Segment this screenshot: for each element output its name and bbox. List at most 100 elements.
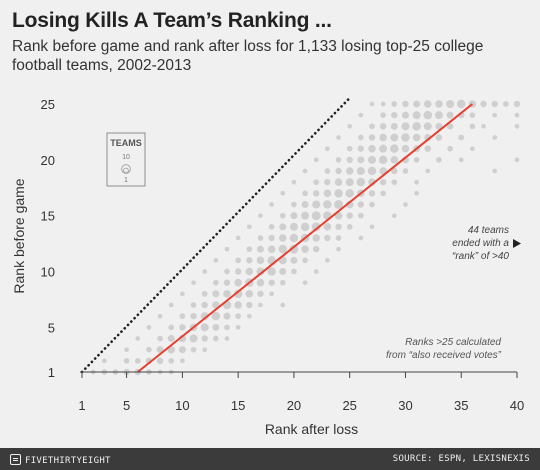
data-point xyxy=(189,334,198,343)
data-point xyxy=(190,346,197,353)
data-point xyxy=(357,156,365,164)
data-point xyxy=(213,279,219,286)
data-point xyxy=(213,335,219,342)
data-point xyxy=(180,358,185,364)
data-point xyxy=(435,100,443,108)
data-point xyxy=(345,189,354,198)
data-point xyxy=(302,168,308,174)
y-axis-label: Rank before game xyxy=(11,178,27,293)
data-point xyxy=(413,100,421,108)
data-point xyxy=(470,146,475,152)
y-tick-label: 25 xyxy=(41,97,55,112)
data-point xyxy=(301,245,309,253)
data-point xyxy=(380,101,386,107)
data-point xyxy=(401,133,410,142)
data-point xyxy=(278,234,287,242)
data-point xyxy=(179,324,186,331)
data-point xyxy=(324,234,331,242)
data-point xyxy=(446,111,454,119)
data-point xyxy=(492,112,498,118)
data-point xyxy=(156,346,164,354)
x-tick-label: 5 xyxy=(123,398,130,413)
data-point xyxy=(301,201,309,208)
data-point xyxy=(402,168,409,174)
data-point xyxy=(446,99,455,109)
data-point xyxy=(190,312,197,320)
data-point xyxy=(312,234,321,242)
data-point xyxy=(423,122,432,131)
data-point xyxy=(325,257,330,263)
data-point xyxy=(403,202,408,207)
data-point xyxy=(412,133,421,142)
data-point xyxy=(257,290,264,298)
data-point xyxy=(369,101,375,107)
data-point xyxy=(346,224,353,230)
data-point xyxy=(379,178,387,186)
y-tick-label: 20 xyxy=(41,153,55,168)
x-tick-label: 35 xyxy=(454,398,468,413)
data-point xyxy=(325,146,330,152)
data-point xyxy=(268,279,275,286)
data-point xyxy=(368,144,376,153)
data-point xyxy=(291,268,297,275)
data-point xyxy=(245,290,254,298)
data-point xyxy=(367,166,377,176)
data-point xyxy=(345,178,354,187)
data-point xyxy=(224,324,230,331)
data-point xyxy=(279,212,286,219)
right-arrow-icon xyxy=(513,239,521,248)
legend-title: TEAMS xyxy=(110,138,142,148)
data-point xyxy=(211,311,221,321)
data-point xyxy=(146,324,152,330)
data-point xyxy=(391,111,398,119)
data-point xyxy=(481,123,486,129)
data-point xyxy=(469,123,476,130)
data-point xyxy=(391,101,398,107)
data-point xyxy=(258,213,263,219)
data-point xyxy=(157,313,163,319)
bubble-layer xyxy=(90,99,521,376)
data-point xyxy=(469,112,476,118)
data-point xyxy=(346,145,353,152)
data-point xyxy=(390,122,398,130)
data-point xyxy=(356,166,365,176)
data-point xyxy=(491,100,498,108)
data-point xyxy=(235,235,241,241)
equality-diagonal-line xyxy=(80,96,351,374)
legend-value-small: 1 xyxy=(124,177,128,184)
data-point xyxy=(446,123,454,130)
data-point xyxy=(413,157,420,163)
data-point xyxy=(256,278,265,287)
data-point xyxy=(246,257,253,264)
data-point xyxy=(267,245,276,253)
data-point xyxy=(235,324,241,330)
data-point xyxy=(233,289,243,299)
data-point xyxy=(335,223,342,231)
data-point xyxy=(313,245,320,253)
data-point xyxy=(256,267,265,276)
data-point xyxy=(234,301,242,309)
data-point xyxy=(435,134,443,141)
x-tick-label: 10 xyxy=(175,398,189,413)
data-point xyxy=(414,179,419,185)
data-point xyxy=(123,358,130,364)
also-received-votes-annotation: Ranks >25 calculated from “also received… xyxy=(386,337,502,361)
data-point xyxy=(514,123,520,129)
offchart-annotation-line: ended with a xyxy=(452,238,509,249)
data-point xyxy=(212,323,220,331)
data-point xyxy=(480,100,487,108)
data-point xyxy=(423,100,432,108)
data-point xyxy=(423,110,433,120)
data-point xyxy=(367,155,377,164)
data-point xyxy=(358,134,364,141)
data-point xyxy=(313,269,319,274)
data-point xyxy=(357,201,365,208)
x-tick-label: 20 xyxy=(287,398,301,413)
data-point xyxy=(301,211,310,220)
data-point xyxy=(402,100,409,108)
x-tick-label: 25 xyxy=(342,398,356,413)
data-point xyxy=(456,99,466,109)
trend-line xyxy=(137,103,474,373)
